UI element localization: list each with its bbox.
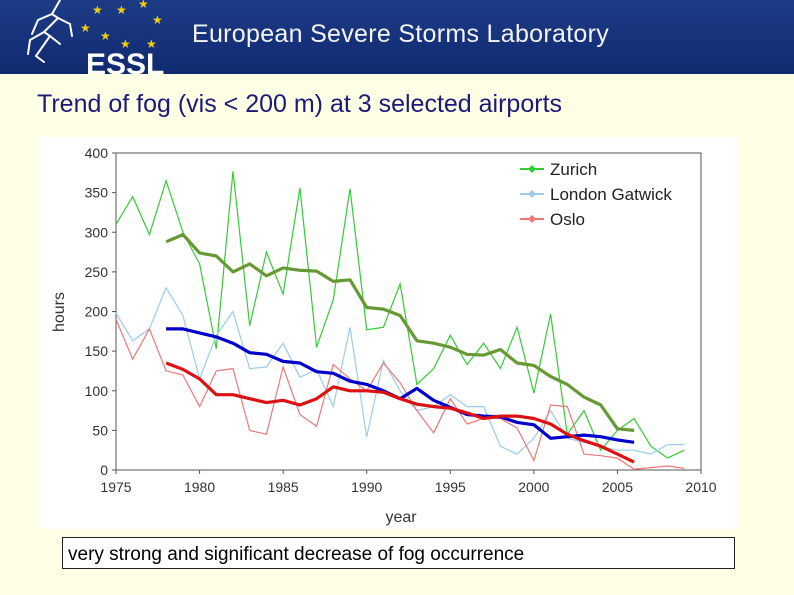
svg-text:★: ★: [116, 3, 127, 17]
y-tick-label: 50: [92, 422, 108, 438]
svg-text:★: ★: [80, 21, 91, 35]
svg-text:★: ★: [120, 37, 131, 51]
banner-title: European Severe Storms Laboratory: [192, 20, 610, 48]
y-axis-label: hours: [51, 292, 68, 332]
y-tick-label: 0: [100, 462, 108, 478]
x-tick-label: 1990: [351, 479, 382, 495]
y-tick-label: 200: [85, 304, 109, 320]
y-tick-label: 250: [85, 264, 109, 280]
x-tick-label: 1985: [268, 479, 299, 495]
caption-text: very strong and significant decrease of …: [68, 544, 525, 565]
series-line-london-gatwick: [115, 286, 685, 455]
x-tick-label: 2000: [518, 479, 549, 495]
y-tick-label: 400: [85, 145, 109, 161]
logo-text: ESSL: [86, 48, 164, 74]
legend-marker-london-gatwick: [528, 190, 536, 198]
legend-label-london-gatwick: London Gatwick: [550, 185, 672, 204]
legend-label-oslo: Oslo: [550, 210, 585, 229]
caption-box: very strong and significant decrease of …: [62, 537, 735, 569]
x-tick-label: 1980: [184, 479, 215, 495]
y-tick-label: 100: [85, 383, 109, 399]
x-tick-label: 2005: [602, 479, 633, 495]
series-line-oslo: [115, 319, 685, 470]
trend-line-oslo-trend: [165, 361, 635, 464]
svg-text:★: ★: [152, 13, 163, 27]
eu-stars-icon: ★ ★ ★ ★★★ ★ ★: [80, 0, 163, 51]
x-tick-label: 1975: [100, 479, 131, 495]
series-line-zurich: [115, 171, 685, 459]
y-tick-label: 350: [85, 185, 109, 201]
y-tick-label: 150: [85, 343, 109, 359]
legend-marker-zurich: [528, 165, 536, 173]
chart-area: 0 50 100 150 200 250 300 350 400 1975 1980 1985 1990…: [40, 137, 737, 529]
essl-logo: ★ ★ ★ ★★★ ★ ★ ESSL: [27, 0, 164, 74]
y-tick-label: 300: [85, 224, 109, 240]
fog-trend-chart: 0 50 100 150 200 250 300 350 400 1975 1980 1985 1990…: [51, 145, 717, 526]
svg-text:★: ★: [146, 37, 157, 51]
legend-marker-oslo: [528, 215, 536, 223]
slide-title: Trend of fog (vis < 200 m) at 3 selected…: [37, 90, 563, 118]
legend-label-zurich: Zurich: [550, 160, 597, 179]
trend-line-london-gatwick-trend: [166, 327, 635, 444]
lightning-icon: [27, 0, 73, 63]
svg-text:★: ★: [138, 0, 149, 11]
x-tick-label: 1995: [435, 479, 466, 495]
svg-text:★: ★: [92, 3, 103, 17]
svg-text:★: ★: [100, 29, 111, 43]
x-tick-label: 2010: [685, 479, 716, 495]
header-banner: ★ ★ ★ ★ ★ ★ ★ ★ ESSL European Severe Storms L…: [0, 0, 794, 74]
x-axis-label: year: [385, 509, 417, 526]
trend-line-zurich-trend: [165, 232, 635, 432]
